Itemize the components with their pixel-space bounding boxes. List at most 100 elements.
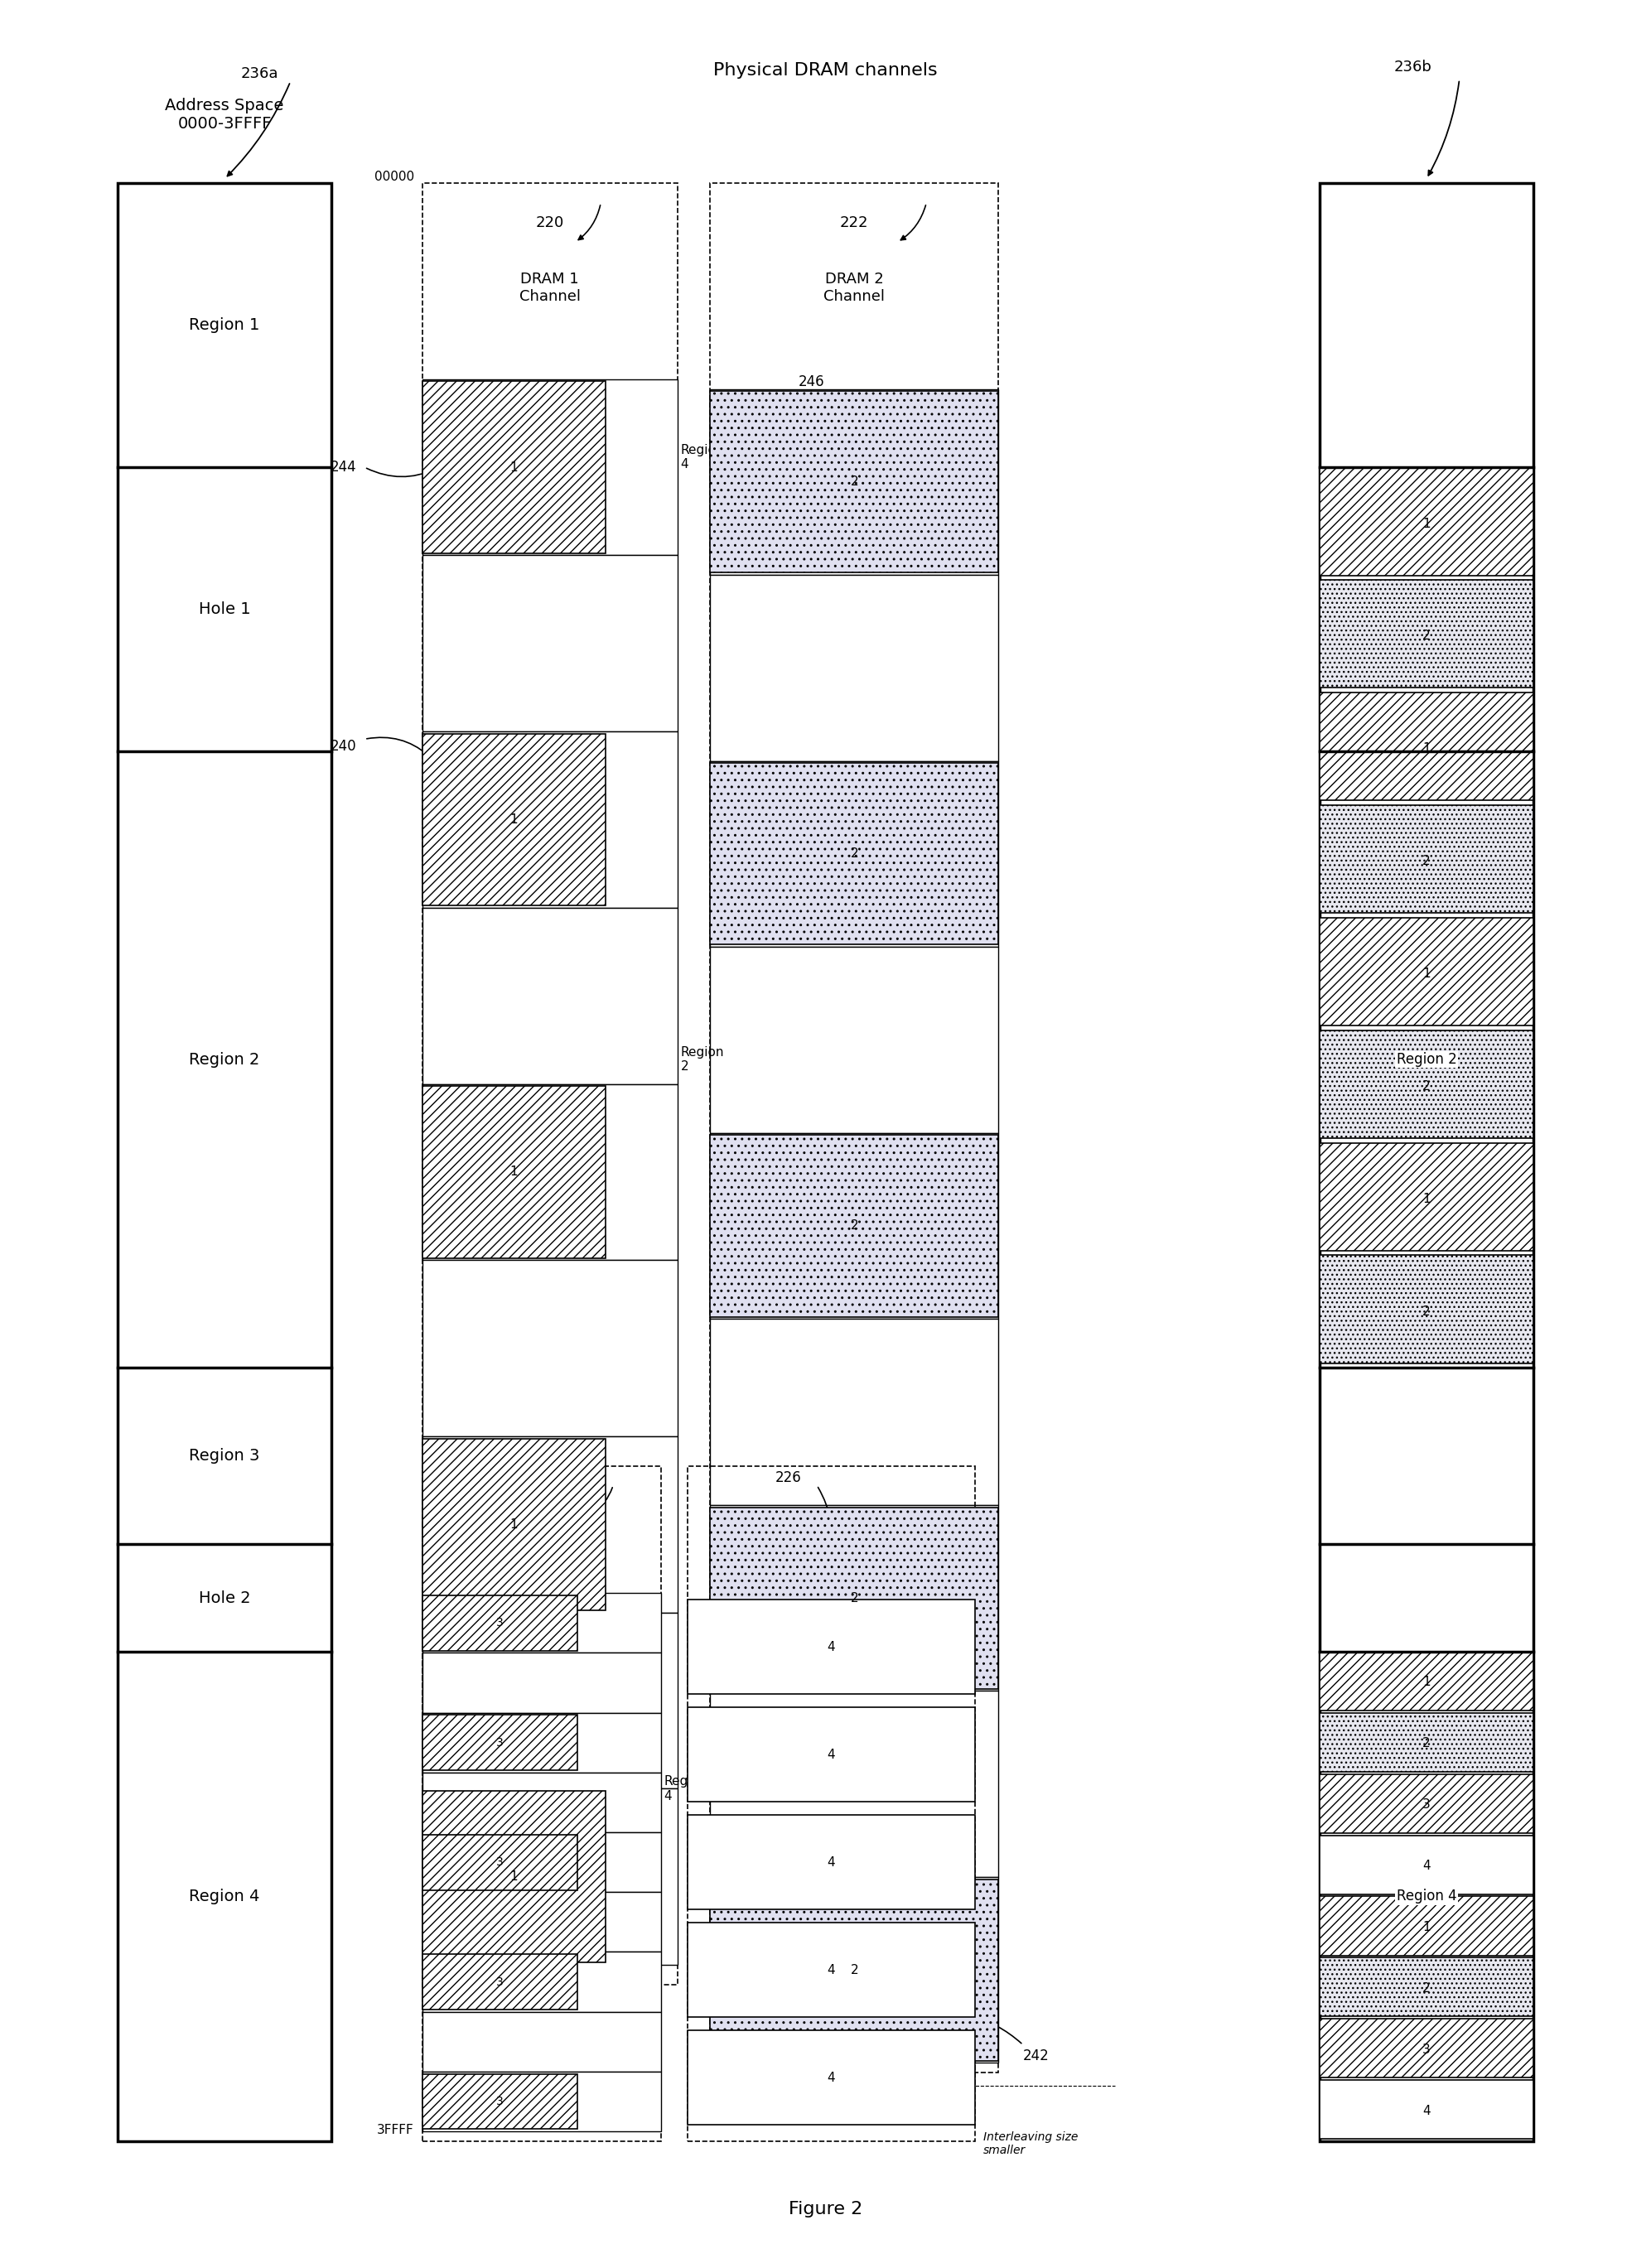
Bar: [423, 184, 677, 1984]
Text: 1: 1: [1423, 742, 1430, 755]
Text: 240: 240: [330, 739, 357, 753]
Bar: [423, 1592, 660, 1653]
Text: 220: 220: [535, 215, 565, 229]
Bar: [423, 2073, 578, 2130]
Text: 1: 1: [510, 460, 518, 474]
Bar: [423, 1953, 660, 2012]
Bar: [423, 1835, 578, 1889]
Bar: [1319, 1774, 1534, 1833]
Text: Region
2: Region 2: [680, 1046, 725, 1073]
Text: 222: 222: [840, 215, 868, 229]
Bar: [1319, 692, 1534, 801]
Text: 2: 2: [850, 848, 859, 860]
Text: 4: 4: [827, 1964, 835, 1975]
Bar: [1319, 1712, 1534, 1771]
Text: 3FFFF: 3FFFF: [376, 2125, 414, 2136]
Text: Physical DRAM channels: Physical DRAM channels: [713, 61, 938, 79]
Text: 1: 1: [1423, 1193, 1430, 1204]
Text: 1: 1: [510, 1166, 518, 1179]
Text: DRAM 2
Channel: DRAM 2 Channel: [824, 272, 885, 304]
Bar: [423, 2012, 660, 2071]
Bar: [423, 907, 677, 1084]
Bar: [423, 381, 606, 553]
Text: 00000: 00000: [375, 170, 414, 184]
Bar: [1319, 1030, 1534, 1139]
Bar: [710, 388, 999, 576]
Text: 1: 1: [1423, 517, 1430, 531]
Bar: [423, 1715, 578, 1771]
Text: Region
4: Region 4: [664, 1776, 708, 1803]
Text: Region 2: Region 2: [190, 1052, 259, 1068]
Text: 4: 4: [827, 1749, 835, 1760]
Text: Hole 2: Hole 2: [198, 1590, 251, 1606]
Bar: [423, 1892, 660, 1953]
Text: Interleaving size
smaller: Interleaving size smaller: [984, 2132, 1078, 2157]
Bar: [710, 1508, 999, 1690]
Bar: [1319, 2019, 1534, 2077]
Text: 226: 226: [774, 1470, 801, 1486]
Text: DRAM 1
Channel: DRAM 1 Channel: [518, 272, 581, 304]
Bar: [423, 733, 677, 907]
Text: 4: 4: [827, 1640, 835, 1653]
Text: Region 4: Region 4: [190, 1889, 259, 1905]
Text: Region
4: Region 4: [680, 445, 725, 472]
Bar: [1319, 1651, 1534, 1710]
Bar: [423, 379, 677, 556]
Bar: [423, 1436, 677, 1613]
Text: 244: 244: [330, 460, 357, 474]
Bar: [423, 1833, 660, 1892]
Text: 4: 4: [1423, 2105, 1430, 2116]
Bar: [1319, 1957, 1534, 2016]
Text: Hole 1: Hole 1: [198, 601, 251, 617]
Text: 3: 3: [495, 1617, 504, 1628]
Bar: [687, 1599, 976, 1694]
Text: 4: 4: [827, 2071, 835, 2084]
Bar: [423, 1465, 660, 2141]
Bar: [710, 1320, 999, 1506]
Bar: [423, 1594, 578, 1651]
Bar: [1319, 1835, 1534, 1894]
Text: 236a: 236a: [241, 66, 279, 82]
Text: 3: 3: [495, 2096, 504, 2107]
Bar: [687, 1465, 976, 2141]
Bar: [710, 764, 999, 946]
Text: 1: 1: [1423, 1676, 1430, 1690]
Text: 3: 3: [1423, 2043, 1430, 2055]
Text: 4: 4: [827, 1855, 835, 1869]
Text: 2: 2: [1423, 631, 1430, 642]
Bar: [423, 1438, 606, 1610]
Bar: [423, 1261, 677, 1436]
Bar: [423, 1789, 677, 1964]
Text: 2: 2: [1423, 855, 1430, 866]
Text: 1: 1: [510, 1871, 518, 1882]
Text: 2: 2: [1423, 1080, 1430, 1093]
Bar: [710, 184, 999, 2073]
Text: 2: 2: [850, 1964, 859, 1975]
Bar: [1319, 919, 1534, 1025]
Bar: [710, 390, 999, 574]
Text: 4: 4: [1423, 1860, 1430, 1871]
Bar: [1319, 1143, 1534, 1250]
Bar: [1319, 1254, 1534, 1363]
Bar: [1319, 467, 1534, 576]
Bar: [1319, 184, 1534, 2141]
Bar: [687, 1923, 976, 2016]
Text: Address Space
0000-3FFFF: Address Space 0000-3FFFF: [165, 98, 284, 132]
Bar: [423, 1712, 660, 1774]
Bar: [710, 948, 999, 1134]
Text: 236b: 236b: [1393, 59, 1431, 75]
Bar: [710, 1692, 999, 1878]
Text: Region 1: Region 1: [190, 318, 259, 333]
Text: 2: 2: [850, 1592, 859, 1603]
Text: 1: 1: [510, 814, 518, 826]
Text: 2: 2: [850, 1220, 859, 1232]
Text: 3: 3: [495, 1737, 504, 1749]
Text: Region 3: Region 3: [190, 1447, 259, 1463]
Bar: [710, 1136, 999, 1318]
Bar: [710, 1880, 999, 2062]
Bar: [423, 1613, 677, 1789]
Text: Region 2: Region 2: [1397, 1052, 1456, 1066]
Bar: [423, 735, 606, 905]
Bar: [687, 1814, 976, 1910]
Bar: [423, 1792, 606, 1962]
